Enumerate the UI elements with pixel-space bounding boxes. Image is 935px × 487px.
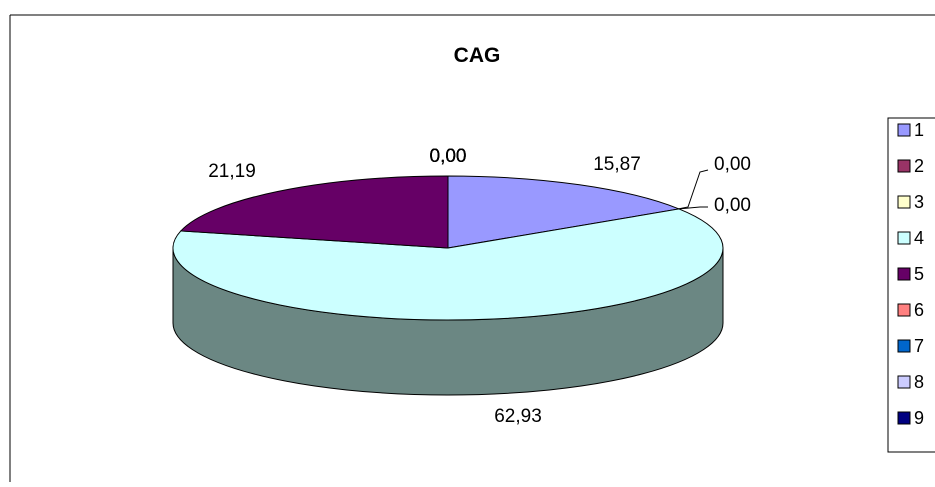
legend-label-1: 1 <box>914 120 924 140</box>
legend: 1 2 3 4 5 6 7 8 9 <box>887 117 935 453</box>
legend-label-9: 9 <box>914 408 924 428</box>
data-label-3: 0,00 <box>714 195 751 216</box>
legend-swatch-6 <box>897 303 911 317</box>
data-label-9: 0,00 <box>430 146 467 167</box>
legend-swatch-7 <box>897 339 911 353</box>
data-label-4: 62,93 <box>494 406 542 427</box>
legend-swatch-3 <box>897 195 911 209</box>
leader-line-2 <box>677 169 709 210</box>
slice-1 <box>447 175 681 249</box>
legend-swatch-1 <box>897 123 911 137</box>
slice-4 <box>172 208 724 321</box>
legend-box <box>887 117 935 453</box>
chart-title: CAG <box>454 44 501 67</box>
legend-label-7: 7 <box>914 336 924 356</box>
pie-group <box>172 175 724 396</box>
legend-items: 1 2 3 4 5 6 7 8 9 <box>897 120 924 428</box>
data-label-6: 0,00 <box>430 146 467 167</box>
legend-swatch-4 <box>897 231 911 245</box>
legend-label-2: 2 <box>914 156 924 176</box>
data-label-8: 0,00 <box>430 146 467 167</box>
legend-label-4: 4 <box>914 228 924 248</box>
legend-swatch-2 <box>897 159 911 173</box>
data-label-1: 15,87 <box>593 154 641 175</box>
legend-label-3: 3 <box>914 192 924 212</box>
data-label-2: 0,00 <box>714 154 751 175</box>
legend-swatch-9 <box>897 411 911 425</box>
legend-swatch-5 <box>897 267 911 281</box>
data-label-5: 21,19 <box>208 161 256 182</box>
legend-label-8: 8 <box>914 372 924 392</box>
legend-label-5: 5 <box>914 264 924 284</box>
leader-line-3 <box>677 206 708 210</box>
legend-label-6: 6 <box>914 300 924 320</box>
legend-swatch-8 <box>897 375 911 389</box>
slice-5 <box>179 175 449 249</box>
data-label-7: 0,00 <box>430 146 467 167</box>
